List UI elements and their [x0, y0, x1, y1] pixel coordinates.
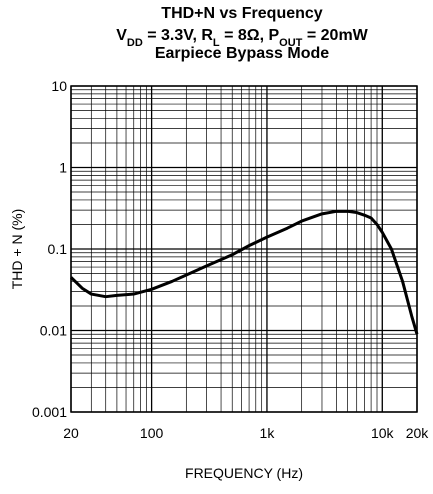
y-axis-label: THD + N (%) [9, 209, 25, 290]
x-tick-label: 10k [371, 425, 395, 441]
chart-title: THD+N vs Frequency [161, 5, 322, 22]
y-tick-label: 10 [51, 78, 67, 94]
subtitle-part: = 8Ω, P [220, 27, 280, 44]
y-tick-label: 0.1 [48, 241, 68, 257]
x-tick-label: 20 [63, 425, 79, 441]
subscript: OUT [279, 37, 303, 49]
x-tick-label: 1k [260, 425, 276, 441]
chart-subtitle: VDD = 3.3V, RL = 8Ω, POUT = 20mW [116, 27, 368, 49]
subtitle-part: V [116, 27, 127, 44]
chart-subtitle: Earpiece Bypass Mode [155, 45, 329, 62]
subscript: DD [127, 37, 143, 49]
x-tick-label: 20k [406, 425, 430, 441]
data-line [69, 209, 419, 335]
plot-frame [70, 85, 418, 413]
y-tick-label: 0.01 [40, 323, 67, 339]
subtitle-part: = 3.3V, R [143, 27, 214, 44]
x-axis-label: FREQUENCY (Hz) [185, 465, 303, 481]
x-tick-label: 100 [140, 425, 164, 441]
y-tick-label: 0.001 [32, 404, 67, 420]
y-tick-label: 1 [59, 160, 67, 176]
subtitle-part: = 20mW [302, 27, 368, 44]
subscript: L [213, 37, 220, 49]
